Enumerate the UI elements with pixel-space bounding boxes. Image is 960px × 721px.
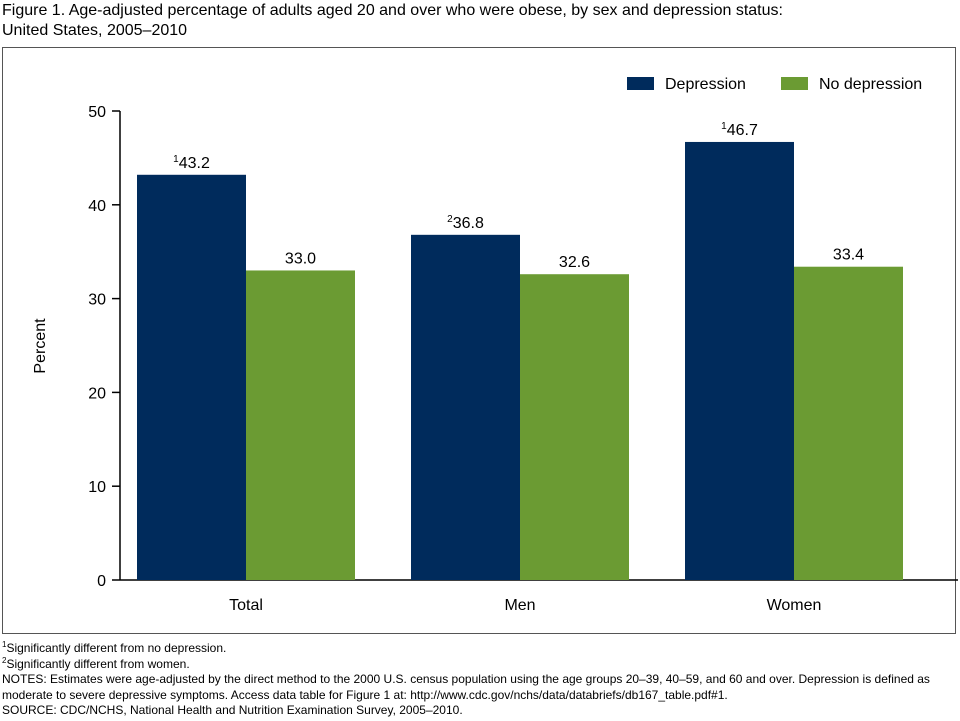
notes-text: NOTES: Estimates were age-adjusted by th…	[2, 672, 930, 702]
footnote-1-text: Significantly different from no depressi…	[6, 641, 227, 655]
legend-label: No depression	[819, 76, 922, 93]
y-tick-label: 10	[88, 479, 106, 496]
footnote-marker: 2	[447, 214, 453, 225]
data-label: 236.8	[447, 214, 484, 232]
x-tick-label: Women	[767, 597, 822, 614]
data-value: 33.0	[285, 250, 316, 267]
legend-swatch	[781, 77, 808, 90]
data-value: 33.4	[833, 247, 864, 264]
bar-no-depression	[520, 274, 629, 580]
bar-no-depression	[794, 266, 903, 580]
data-label: 146.7	[721, 121, 758, 139]
footnote-2-mark: 2	[2, 655, 7, 665]
legend-swatch	[627, 77, 654, 90]
chart-notes: 1Significantly different from no depress…	[2, 641, 957, 719]
bar-depression	[411, 234, 520, 581]
data-value: 36.8	[453, 215, 484, 232]
footnote-marker: 1	[173, 154, 179, 165]
footnote-1-mark: 1	[2, 640, 7, 649]
x-tick-label: Men	[504, 597, 535, 614]
footnote-1: 1Significantly different from no depress…	[2, 641, 957, 657]
footnote-marker: 1	[721, 121, 727, 132]
title-line-1: Figure 1. Age-adjusted percentage of adu…	[2, 2, 783, 19]
y-axis-label: Percent	[32, 318, 49, 374]
data-value: 32.6	[559, 254, 590, 271]
bar-depression	[685, 141, 794, 581]
chart-frame	[2, 47, 956, 634]
y-tick-label: 0	[97, 573, 106, 590]
y-tick-label: 30	[88, 292, 106, 309]
data-value: 43.2	[179, 155, 210, 172]
bar-chart: 01020304050PercentTotal143.233.0Men236.8…	[32, 76, 958, 614]
data-value: 46.7	[727, 122, 758, 139]
bar-no-depression	[246, 270, 355, 580]
data-label: 33.4	[833, 247, 864, 264]
data-label: 33.0	[285, 250, 316, 267]
footnote-2: 2Significantly different from women.	[2, 655, 957, 673]
x-tick-label: Total	[229, 597, 263, 614]
figure-title: Figure 1. Age-adjusted percentage of adu…	[2, 1, 952, 41]
y-tick-label: 40	[88, 198, 106, 215]
bar-depression	[137, 174, 246, 580]
data-label: 32.6	[559, 254, 590, 271]
legend-label: Depression	[665, 76, 746, 93]
title-line-2: United States, 2005–2010	[2, 22, 188, 39]
data-label: 143.2	[173, 154, 210, 172]
y-tick-label: 20	[88, 385, 106, 402]
source-text: SOURCE: CDC/NCHS, National Health and Nu…	[2, 703, 463, 717]
y-tick-label: 50	[88, 104, 106, 121]
footnote-2-text: Significantly different from women.	[6, 656, 190, 671]
